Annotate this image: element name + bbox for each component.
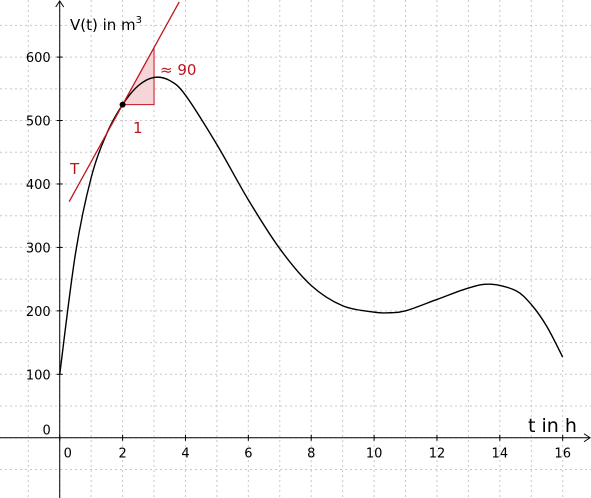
tangent-line-group [68, 1, 180, 203]
tangent-line [68, 1, 180, 203]
x-axis-label: t in h [528, 415, 577, 437]
slope-rise-label: ≈ 90 [160, 61, 196, 79]
y-tick-label: 200 [26, 305, 51, 320]
y-tick-label: 0 [42, 424, 50, 439]
x-tick-label: 6 [244, 447, 252, 462]
y-tick-label: 500 [26, 115, 51, 130]
y-tick-label: 100 [26, 368, 51, 383]
x-axis-arrow [583, 433, 591, 443]
y-tick-label: 600 [26, 51, 51, 66]
slope-run-label: 1 [133, 119, 143, 137]
volume-curve [59, 76, 564, 375]
slope-triangle-legs [122, 47, 155, 106]
x-tick-label: 12 [429, 447, 446, 462]
x-tick-label: 14 [492, 447, 509, 462]
tick-labels: 0 2 4 6 8 10 12 14 16 0 100 200 300 400 500 600 [26, 51, 571, 462]
y-axis-arrow [55, 0, 65, 8]
y-axis-label-superscript: 3 [136, 15, 142, 26]
tangent-label: T [69, 160, 80, 178]
y-tick-label: 400 [26, 178, 51, 193]
x-tick-label: 8 [307, 447, 315, 462]
y-tick-label: 300 [26, 241, 51, 256]
x-tick-label: 2 [118, 447, 126, 462]
series-curve [59, 76, 564, 375]
tangent-point [119, 101, 126, 108]
x-tick-label: 16 [554, 447, 571, 462]
x-tick-label: 10 [366, 447, 383, 462]
x-tick-label: 4 [181, 447, 189, 462]
y-axis-label: V(t) in m3 [70, 15, 142, 34]
x-tick-label: 0 [64, 447, 72, 462]
